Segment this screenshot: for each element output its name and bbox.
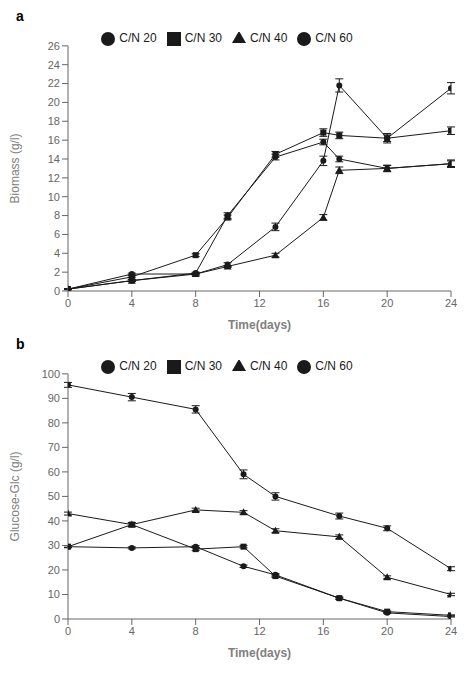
- svg-text:12: 12: [253, 625, 265, 637]
- svg-text:8: 8: [54, 209, 60, 221]
- svg-text:16: 16: [48, 134, 60, 146]
- svg-text:10: 10: [48, 191, 60, 203]
- svg-text:26: 26: [48, 40, 60, 52]
- svg-text:0: 0: [65, 625, 71, 637]
- html-text:C/N 60: C/N 60: [315, 359, 353, 373]
- svg-text:16: 16: [317, 297, 329, 309]
- svg-text:20: 20: [48, 96, 60, 108]
- svg-text:24: 24: [445, 297, 457, 309]
- svg-text:30: 30: [48, 539, 60, 551]
- html-text:C/N 30: C/N 30: [184, 31, 222, 45]
- svg-text:6: 6: [54, 228, 60, 240]
- svg-text:4: 4: [54, 247, 60, 259]
- svg-text:24: 24: [445, 625, 457, 637]
- svg-text:90: 90: [48, 392, 60, 404]
- svg-text:20: 20: [381, 625, 393, 637]
- svg-text:0: 0: [54, 613, 60, 625]
- svg-text:22: 22: [48, 77, 60, 89]
- svg-text:40: 40: [48, 515, 60, 527]
- svg-text:12: 12: [253, 297, 265, 309]
- svg-text:0: 0: [54, 285, 60, 297]
- html-text:C/N 40: C/N 40: [250, 31, 288, 45]
- svg-text:100: 100: [42, 368, 60, 380]
- svg-text:Biomass (g/l): Biomass (g/l): [8, 133, 22, 203]
- svg-text:70: 70: [48, 441, 60, 453]
- svg-text:16: 16: [317, 625, 329, 637]
- svg-text:50: 50: [48, 490, 60, 502]
- html-text:b: b: [16, 336, 25, 352]
- html-text:C/N 30: C/N 30: [184, 359, 222, 373]
- svg-text:14: 14: [48, 153, 60, 165]
- svg-text:Time(days): Time(days): [228, 318, 291, 332]
- svg-text:60: 60: [48, 466, 60, 478]
- html-text:C/N 60: C/N 60: [315, 31, 353, 45]
- svg-text:2: 2: [54, 266, 60, 278]
- svg-text:80: 80: [48, 417, 60, 429]
- svg-text:10: 10: [48, 588, 60, 600]
- svg-text:12: 12: [48, 172, 60, 184]
- svg-text:24: 24: [48, 59, 60, 71]
- svg-text:4: 4: [129, 297, 135, 309]
- svg-text:20: 20: [48, 564, 60, 576]
- svg-text:4: 4: [129, 625, 135, 637]
- html-text:C/N 20: C/N 20: [119, 359, 157, 373]
- svg-text:8: 8: [193, 625, 199, 637]
- html-text:C/N 20: C/N 20: [119, 31, 157, 45]
- svg-text:8: 8: [193, 297, 199, 309]
- svg-text:Glucose-Glc (g/l): Glucose-Glc (g/l): [8, 451, 22, 541]
- svg-text:20: 20: [381, 297, 393, 309]
- svg-text:18: 18: [48, 115, 60, 127]
- svg-text:Time(days): Time(days): [228, 646, 291, 660]
- svg-text:0: 0: [65, 297, 71, 309]
- html-text:C/N 40: C/N 40: [250, 359, 288, 373]
- html-text:a: a: [16, 8, 24, 24]
